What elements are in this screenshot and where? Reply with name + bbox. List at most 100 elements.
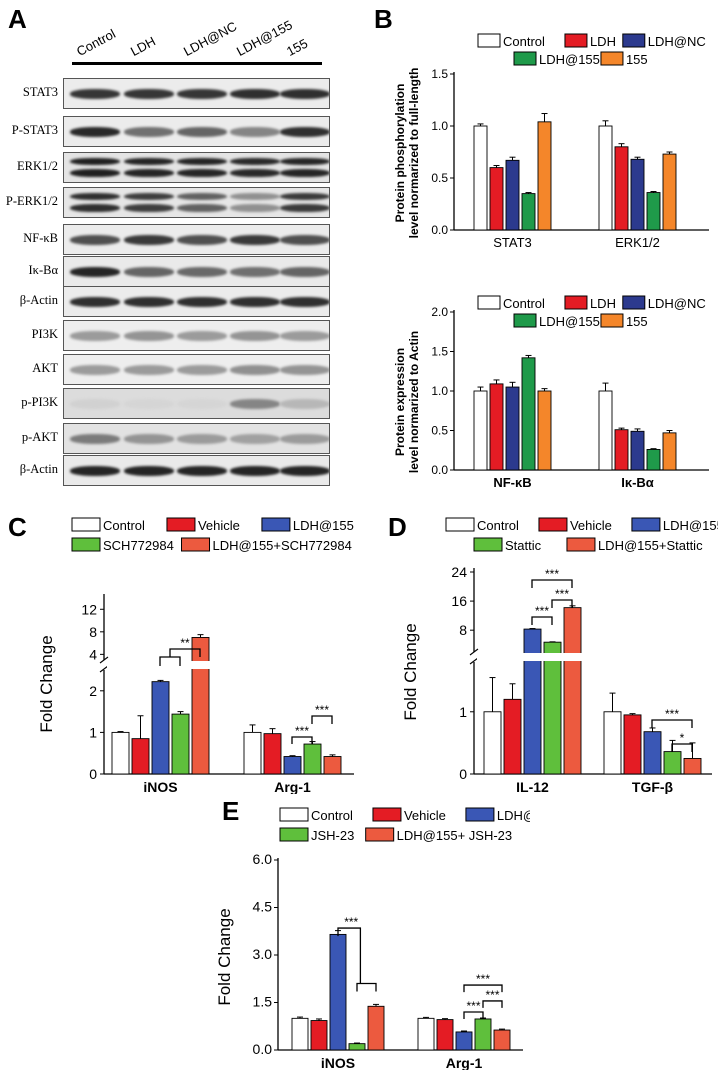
significance-bracket (551, 599, 573, 608)
category-label: ERK1/2 (615, 235, 660, 250)
legend-swatch (513, 313, 537, 328)
legend-swatch (279, 827, 309, 842)
blot-row-label: P-STAT3 (11, 123, 58, 137)
significance-bracket (671, 743, 693, 752)
y-tick-label: 1.5 (253, 994, 273, 1010)
y-tick-label: 1.0 (431, 384, 448, 398)
axis-break-mark (99, 665, 109, 673)
legend-swatch (279, 807, 309, 822)
legend-swatch (600, 51, 624, 66)
blot-band (280, 365, 329, 375)
blot-row-label: NF-κB (23, 231, 58, 245)
chart-e-fold-change: Control Vehicle LDH@155 JSH-23 LDH@155+ JSH-… (215, 807, 530, 1070)
blot-band (280, 331, 329, 341)
blot-row-label: PI3K (31, 327, 58, 341)
bar (543, 641, 562, 775)
bar (131, 738, 150, 775)
blot-band (124, 434, 174, 444)
blot-band (124, 235, 174, 245)
lane-label: Control (73, 26, 119, 59)
bar (630, 430, 645, 471)
bar (329, 933, 347, 1051)
blot-band (230, 365, 280, 375)
blot-band (280, 297, 329, 307)
blot-band (280, 399, 329, 409)
bar (489, 167, 504, 231)
legend-swatch (365, 827, 395, 842)
legend-label: Control (503, 34, 545, 49)
blot-band (70, 466, 120, 476)
lane-label: LDH@155 (233, 17, 295, 59)
blot-band (230, 267, 280, 277)
legend-label: LDH (590, 296, 616, 311)
blot-band (280, 89, 329, 99)
legend-swatch (166, 517, 196, 532)
blot-band (124, 297, 174, 307)
bar (646, 192, 661, 231)
lane-label: LDH (127, 33, 158, 59)
bar (643, 731, 662, 775)
bar (623, 714, 642, 775)
axis-break-gap (107, 661, 357, 669)
legend-label: Control (503, 296, 545, 311)
bar (473, 125, 488, 231)
y-tick-label: 12 (81, 601, 97, 617)
chart-b-expression: Control LDH LDH@NC LDH@155 155 0.0 0.5 1.0 1.5 2.… (393, 295, 709, 490)
bar (663, 751, 682, 775)
significance-label: *** (545, 567, 559, 581)
significance-label: * (680, 731, 685, 745)
significance-label: *** (315, 703, 329, 717)
significance-label: *** (665, 707, 679, 721)
axis-break-gap (477, 653, 715, 661)
legend-label: LDH@NC (648, 296, 706, 311)
legend-label: 155 (626, 52, 648, 67)
blot-band (70, 89, 120, 99)
blot-band (177, 158, 227, 165)
legend-swatch (566, 537, 596, 552)
bar (614, 146, 629, 231)
bar (537, 121, 552, 231)
blot-band (280, 235, 329, 245)
blot-band (280, 267, 329, 277)
bar (291, 1017, 309, 1051)
bar (521, 193, 536, 231)
bar (503, 698, 522, 775)
legend-label: Control (311, 808, 353, 823)
legend-swatch (564, 295, 588, 310)
legend-swatch (513, 51, 537, 66)
bar (243, 731, 262, 775)
blot-band (124, 127, 174, 137)
y-tick-label: 0 (459, 766, 467, 782)
bar (523, 628, 542, 775)
panel-letter-d: D (388, 512, 407, 542)
blot-row-label: P-ERK1/2 (5, 194, 58, 208)
significance-bracket (531, 579, 573, 588)
y-tick-label: 16 (451, 593, 467, 609)
legend-label: Vehicle (198, 518, 240, 533)
legend-label: Vehicle (570, 518, 612, 533)
blot-band (70, 169, 120, 177)
blot-band (280, 466, 329, 476)
bar (283, 756, 302, 775)
y-axis-label: level normarized to full-length (407, 68, 421, 239)
blot-strip (63, 224, 330, 255)
blot-band (177, 127, 227, 137)
legend-swatch (465, 807, 495, 822)
blot-strip (63, 256, 330, 287)
category-label: Arg-1 (274, 779, 311, 794)
y-axis-label: Protein expression (393, 348, 407, 456)
significance-bracket (337, 927, 362, 984)
bar (263, 733, 282, 775)
legend-swatch (181, 537, 211, 552)
category-label: NF-κB (493, 475, 531, 490)
y-axis-label: Fold Change (215, 908, 234, 1005)
y-tick-label: 1 (459, 704, 467, 720)
blot-band (70, 399, 120, 409)
y-tick-label: 4.5 (253, 899, 273, 915)
y-tick-label: 0.0 (253, 1041, 273, 1057)
bar (662, 432, 677, 471)
legend-swatch (445, 517, 475, 532)
blot-band (177, 89, 227, 99)
y-tick-label: 3.0 (253, 946, 273, 962)
bar (662, 153, 677, 231)
